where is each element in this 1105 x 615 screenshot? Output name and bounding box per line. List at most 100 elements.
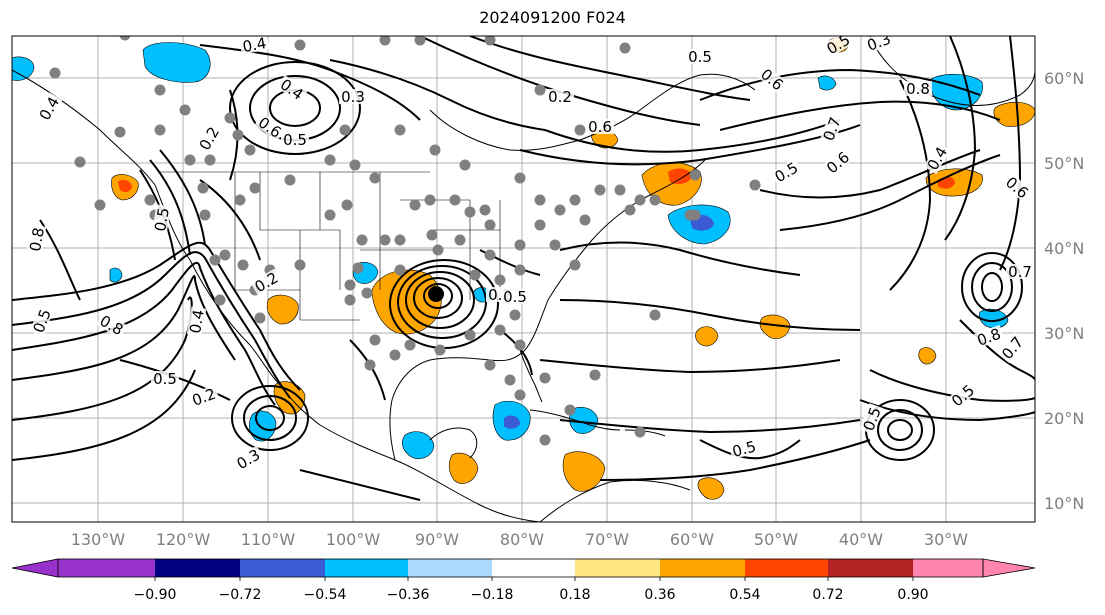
negative-anomaly-patch — [817, 75, 837, 91]
contour-label-bg — [770, 158, 803, 186]
contour-label-bg — [95, 311, 128, 339]
colorbar-segment — [492, 559, 575, 577]
latitude-label: 10°N — [1044, 494, 1084, 513]
station-dot — [434, 344, 446, 356]
contour-label-bg — [29, 305, 54, 337]
station-dot — [614, 184, 626, 196]
map-content: 0.40.20.4 0.30.60.50.20.40.80.50.5 0.80.50… — [12, 36, 1035, 522]
station-dot — [514, 264, 526, 276]
positive-anomaly-patch — [562, 451, 606, 492]
positive-anomaly-patch — [697, 477, 725, 500]
station-dot — [364, 359, 376, 371]
station-dot — [594, 184, 606, 196]
station-dot — [254, 312, 266, 324]
contour-label-bg — [239, 36, 270, 55]
station-dot — [224, 112, 236, 124]
map-background — [12, 36, 1035, 522]
contour-label: 0.5 — [503, 288, 527, 306]
colorbar: −0.90 −0.72 −0.54 −0.36 −0.18 0.18 0.36 0.54 0.7… — [11, 558, 1036, 603]
station-dot — [424, 194, 436, 206]
contour-label-bg — [973, 324, 1005, 349]
contour-label-bg — [863, 36, 895, 54]
colorbar-outline — [57, 558, 984, 578]
station-dot — [204, 154, 216, 166]
station-dot — [394, 264, 406, 276]
colorbar-segment — [240, 559, 325, 577]
station-dot — [74, 156, 86, 168]
station-dot — [361, 287, 373, 299]
station-dot — [94, 199, 106, 211]
station-dot — [514, 389, 526, 401]
station-dot — [494, 274, 506, 286]
station-dot — [484, 359, 496, 371]
contour-label-bg — [546, 89, 574, 104]
longitude-label: 120°W — [156, 530, 211, 549]
negative-anomaly-patch — [142, 42, 211, 83]
colorbar-under-arrow — [11, 558, 59, 578]
station-dot — [344, 294, 356, 306]
longitude-label: 60°W — [670, 530, 714, 549]
station-dot — [574, 124, 586, 136]
station-dot — [454, 234, 466, 246]
contour-label: 0.5 — [730, 437, 758, 461]
contour-label-bg — [26, 224, 47, 255]
station-dot — [339, 124, 351, 136]
station-dot — [426, 229, 438, 241]
station-dot — [459, 159, 471, 171]
positive-anomaly-patch — [118, 179, 132, 193]
station-dot — [429, 144, 441, 156]
contour-label-bg — [819, 113, 844, 145]
negative-anomaly-patch — [504, 415, 520, 429]
colorbar-tick-label: 0.90 — [897, 587, 928, 603]
station-dot — [634, 426, 646, 438]
contour-label-bg — [35, 92, 63, 125]
station-dot — [369, 334, 381, 346]
station-dot — [324, 209, 336, 221]
longitude-label: 130°W — [71, 530, 126, 549]
station-dot — [649, 309, 661, 321]
positive-anomaly-patch — [266, 294, 299, 325]
colorbar-segment — [745, 559, 828, 577]
contour-label-bg — [923, 142, 951, 175]
contour-label-bg — [904, 81, 932, 96]
storm-center-marker — [428, 286, 444, 302]
map-title: 2024091200 F024 — [479, 8, 626, 27]
longitude-label: 50°W — [754, 530, 798, 549]
station-dot — [619, 42, 631, 54]
negative-anomaly-patch — [109, 267, 123, 283]
hispaniola — [624, 429, 666, 437]
longitude-label: 30°W — [924, 530, 968, 549]
station-dot — [484, 249, 496, 261]
cuba — [529, 409, 621, 431]
longitude-label: 100°W — [326, 530, 381, 549]
negative-anomaly-patch — [401, 431, 435, 459]
colorbar-segment — [325, 559, 408, 577]
station-dot — [249, 182, 261, 194]
station-dot — [324, 154, 336, 166]
station-dot — [184, 154, 196, 166]
contour-label-bg — [232, 445, 265, 473]
contour-label-bg — [188, 384, 220, 409]
contour-label-bg — [186, 306, 207, 337]
station-dot — [549, 239, 561, 251]
colorbar-tick-label: −0.72 — [219, 587, 262, 603]
station-dot — [352, 262, 364, 274]
station-dot — [539, 434, 551, 446]
colorbar-tick-label: −0.54 — [304, 587, 347, 603]
station-dot — [494, 324, 506, 336]
station-dot — [534, 84, 546, 96]
contour-label-bg — [276, 74, 308, 104]
station-dot — [409, 199, 421, 211]
station-dot — [356, 234, 368, 246]
station-markers — [49, 36, 761, 446]
map-frame — [11, 35, 1036, 523]
station-dot — [294, 39, 306, 51]
colorbar-tick-label: −0.90 — [134, 587, 177, 603]
station-dot — [209, 254, 221, 266]
station-dot — [514, 239, 526, 251]
station-dot — [449, 194, 461, 206]
contour-label: 0.3 — [341, 88, 365, 106]
station-dot — [349, 159, 361, 171]
colorbar-segment — [155, 559, 240, 577]
